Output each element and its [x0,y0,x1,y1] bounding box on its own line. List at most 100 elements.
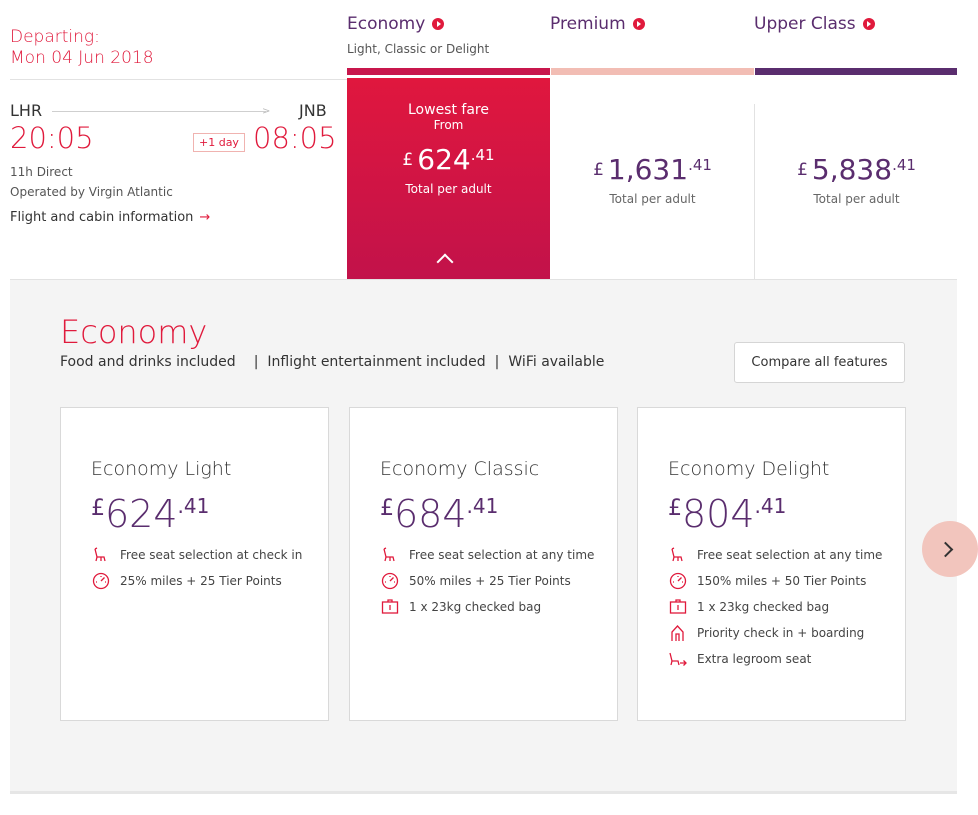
total-per-adult-label: Total per adult [813,192,900,206]
benefit-text: Extra legroom seat [697,652,812,666]
legroom-seat-icon [668,650,687,669]
currency-symbol: £ [91,496,105,521]
fare-card-economy-light[interactable]: Economy Light £ 624 .41 Free seat select… [60,407,329,721]
arrive-time: 08:05 [253,121,337,155]
tab-economy-label: Economy [347,14,426,34]
fare-card-economy-delight[interactable]: Economy Delight £ 804 .41 Free seat sele… [637,407,906,721]
price-main: 684 [394,492,467,536]
flight-duration: 11h Direct [10,165,73,179]
panel-bottom-border [10,791,957,794]
price-decimals: .41 [177,494,210,518]
chevron-up-icon[interactable] [436,253,454,271]
bag-icon [668,598,687,617]
benefit-item: 1 x 23kg checked bag [380,594,594,620]
tab-economy-subtitle: Light, Classic or Delight [347,42,490,56]
seat-icon [668,546,687,565]
benefit-item: 150% miles + 50 Tier Points [668,568,882,594]
price-main: 624 [417,143,471,176]
miles-gauge-icon [668,572,687,591]
fare-card-price: £ 684 .41 [380,492,498,536]
priority-icon [668,624,687,643]
benefit-item: Free seat selection at any time [380,542,594,568]
lowest-fare-label: Lowest fare [408,102,489,118]
benefit-item: Free seat selection at check in [91,542,302,568]
benefit-text: 1 x 23kg checked bag [409,600,542,614]
departing-info: Departing: Mon 04 Jun 2018 [10,27,154,69]
column-divider [754,104,755,279]
total-per-adult-label: Total per adult [609,192,696,206]
flight-operator: Operated by Virgin Atlantic [10,185,173,199]
currency-symbol: £ [668,496,682,521]
currency-symbol: £ [797,160,808,180]
price-main: 1,631 [607,153,689,186]
chevron-right-icon [937,541,954,557]
economy-price: £ 624 .41 [347,144,550,176]
price-main: 804 [682,492,755,536]
feature-entertainment: Inflight entertainment included [267,354,486,370]
miles-gauge-icon [91,572,110,591]
price-decimals: .41 [470,146,495,164]
benefit-item: 50% miles + 25 Tier Points [380,568,594,594]
fare-card-benefits: Free seat selection at check in 25% miles… [91,542,302,594]
benefit-item: Free seat selection at any time [668,542,882,568]
price-main: 624 [105,492,178,536]
upper-class-color-bar [755,68,957,75]
fare-card-name: Economy Classic [380,458,540,480]
currency-symbol: £ [593,160,604,180]
upper-class-fare-cell[interactable]: £ 5,838 .41 Total per adult [755,78,958,279]
from-label: From [433,118,464,132]
feature-food: Food and drinks included [60,354,236,370]
play-icon [862,18,875,30]
fare-card-economy-classic[interactable]: Economy Classic £ 684 .41 Free seat sele… [349,407,618,721]
flight-info-link[interactable]: Flight and cabin information → [10,210,210,225]
fare-card-name: Economy Light [91,458,232,480]
tab-premium-label: Premium [550,14,626,34]
route-arrow-icon: > [262,106,271,117]
currency-symbol: £ [380,496,394,521]
premium-color-bar [551,68,754,75]
compare-features-button[interactable]: Compare all features [734,342,905,383]
fare-card-benefits: Free seat selection at any time 150% mile… [668,542,882,672]
feature-separator: | [253,354,259,370]
economy-color-bar [347,68,550,75]
tab-economy[interactable]: Economy Light, Classic or Delight [347,10,550,78]
premium-price: £ 1,631 .41 [551,154,754,186]
feature-wifi: WiFi available [508,354,605,370]
price-decimals: .41 [754,494,787,518]
benefit-text: 150% miles + 50 Tier Points [697,574,867,588]
currency-symbol: £ [402,150,414,170]
destination-airport: JNB [299,101,327,120]
upper-class-price: £ 5,838 .41 [755,154,958,186]
next-cards-button[interactable] [922,521,978,577]
feature-summary: Food and drinks included | Inflight ente… [60,354,604,370]
play-icon [432,18,445,30]
play-icon [632,18,645,30]
bag-icon [380,598,399,617]
benefit-item: 25% miles + 25 Tier Points [91,568,302,594]
benefit-item: Extra legroom seat [668,646,882,672]
origin-airport: LHR [10,101,43,120]
premium-fare-cell[interactable]: £ 1,631 .41 Total per adult [551,78,754,279]
departing-date: Mon 04 Jun 2018 [10,48,154,68]
price-decimals: .41 [688,156,712,174]
fare-card-price: £ 624 .41 [91,492,209,536]
benefit-text: 50% miles + 25 Tier Points [409,574,571,588]
benefit-text: Free seat selection at check in [120,548,303,562]
price-decimals: .41 [892,156,916,174]
arrow-right-icon: → [199,210,211,225]
benefit-item: Priority check in + boarding [668,620,882,646]
fare-card-name: Economy Delight [668,458,830,480]
tab-upper-class[interactable]: Upper Class [754,10,957,78]
departing-label: Departing: [10,27,100,47]
tab-premium[interactable]: Premium [550,10,754,78]
benefit-text: Free seat selection at any time [409,548,595,562]
economy-fare-cell[interactable]: Lowest fare From £ 624 .41 Total per adu… [347,78,550,279]
fare-card-benefits: Free seat selection at any time 50% miles… [380,542,594,620]
tab-upper-class-label: Upper Class [754,14,856,34]
benefit-item: 1 x 23kg checked bag [668,594,882,620]
price-decimals: .41 [466,494,499,518]
fare-card-price: £ 804 .41 [668,492,786,536]
benefit-text: 25% miles + 25 Tier Points [120,574,282,588]
benefit-text: Free seat selection at any time [697,548,883,562]
seat-icon [380,546,399,565]
